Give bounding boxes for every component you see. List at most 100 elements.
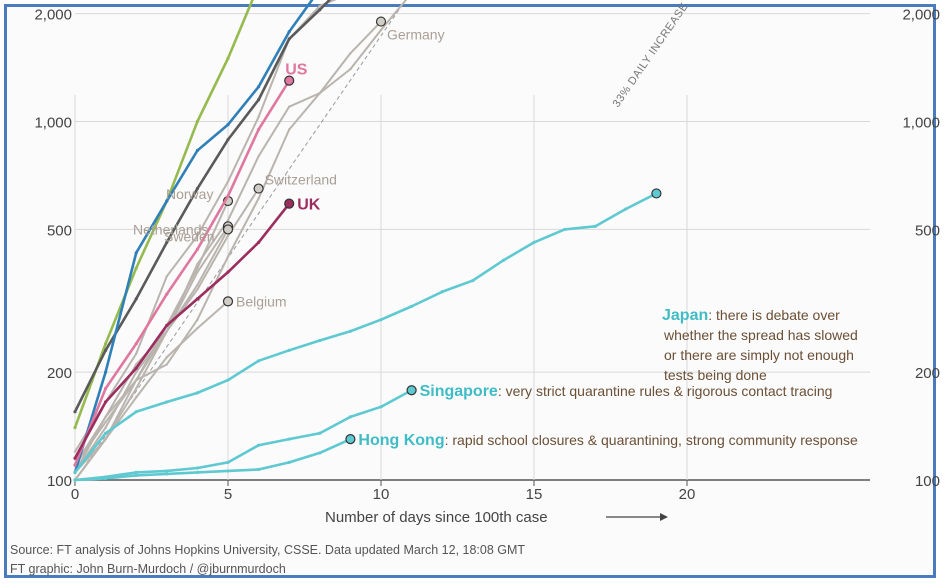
series-singapore [73, 385, 417, 482]
data-point [257, 240, 261, 245]
data-point [287, 437, 291, 441]
series-line [74, 389, 413, 482]
y-tick-label-right: 100 [915, 473, 940, 490]
y-tick-label: 100 [47, 473, 72, 490]
data-point [196, 266, 199, 270]
data-point [73, 463, 77, 467]
data-point [226, 270, 230, 274]
x-tick-label: 0 [71, 486, 79, 503]
data-point [134, 342, 138, 346]
y-tick-label-right: 500 [915, 222, 940, 239]
series-line [73, 192, 657, 474]
data-point [287, 30, 291, 34]
series-end-marker [253, 183, 264, 194]
series-label-name: France [422, 0, 466, 1]
data-point [318, 91, 321, 95]
data-point [379, 28, 383, 32]
series-belgium [73, 296, 234, 474]
credit-text: FT graphic: John Burn-Murdoch / @jburnmu… [10, 562, 286, 576]
data-point [226, 138, 230, 142]
data-point [287, 348, 291, 352]
y-tick-label: 1,000 [34, 115, 72, 132]
data-point [195, 470, 199, 475]
data-point [104, 431, 108, 435]
data-point [165, 469, 169, 473]
data-point [196, 318, 199, 321]
series-label: Belgium [236, 293, 287, 309]
series-end-marker [375, 16, 387, 27]
data-point [165, 363, 168, 366]
data-point [226, 378, 230, 382]
data-point [134, 410, 138, 414]
series-end-marker [284, 75, 295, 86]
series-label: US [285, 62, 308, 79]
data-point [195, 466, 199, 470]
chart-footer: Source: FT analysis of Johns Hopkins Uni… [10, 541, 525, 579]
data-point [165, 356, 168, 359]
series-label-name: UK [297, 197, 321, 214]
data-point [134, 266, 138, 270]
data-point [73, 478, 77, 482]
series-label: Singapore: very strict quarantine rules … [420, 383, 833, 400]
data-point [135, 363, 138, 366]
data-point [135, 378, 138, 382]
data-point [349, 67, 352, 71]
data-point [135, 396, 138, 399]
source-text: Source: FT analysis of Johns Hopkins Uni… [10, 543, 526, 557]
data-point [379, 318, 383, 322]
series-label-name: US [285, 62, 308, 79]
y-tick-label: 2,000 [34, 7, 72, 24]
data-point [104, 370, 108, 374]
series-end-marker [651, 188, 662, 199]
data-point [134, 470, 138, 475]
data-point [134, 297, 138, 301]
x-tick-label: 15 [526, 486, 543, 503]
x-axis-label: Number of days since 100th case [325, 509, 548, 526]
data-point [226, 123, 230, 127]
data-point [73, 426, 77, 430]
x-tick-label: 10 [373, 486, 390, 503]
series-france [73, 0, 408, 482]
series-note-line: or there are simply not enough [664, 347, 854, 363]
data-point [318, 8, 322, 12]
data-point [501, 258, 505, 262]
series-label: Hong Kong: rapid school closures & quara… [358, 432, 858, 449]
data-point [318, 338, 322, 343]
series-note-line: : very strict quarantine rules & rigorou… [498, 383, 833, 399]
chart-frame [4, 4, 936, 578]
data-point [134, 251, 138, 255]
data-point [196, 234, 199, 237]
x-axis-arrow-head [660, 513, 668, 521]
series-label: Netherlands [133, 221, 209, 237]
series-label: Japan: there is debate over [662, 307, 840, 324]
series-label: Norway [166, 186, 213, 202]
data-point [471, 278, 475, 283]
series-line [74, 437, 351, 482]
data-point [104, 437, 107, 441]
series-line [73, 202, 291, 459]
series-line [73, 0, 254, 429]
data-point [165, 275, 168, 278]
data-point [195, 391, 199, 395]
data-point [165, 240, 169, 245]
data-point [195, 247, 199, 251]
data-point [104, 420, 107, 424]
data-point [226, 255, 230, 258]
data-point [440, 290, 444, 294]
series-label-name: Germany [387, 27, 445, 43]
series-label-name: Japan [662, 307, 708, 324]
data-point [318, 4, 321, 8]
data-point [104, 348, 108, 352]
series-note-line: tests being done [664, 367, 767, 383]
series-label-name: Switzerland [265, 172, 337, 188]
data-point [226, 194, 230, 198]
y-tick-label-right: 200 [915, 365, 940, 382]
data-point [288, 128, 291, 131]
data-point [257, 127, 261, 132]
data-point [349, 52, 352, 55]
data-point [135, 352, 138, 355]
data-point [532, 240, 536, 245]
data-point [226, 460, 230, 464]
series-label-name: Singapore [420, 383, 498, 400]
